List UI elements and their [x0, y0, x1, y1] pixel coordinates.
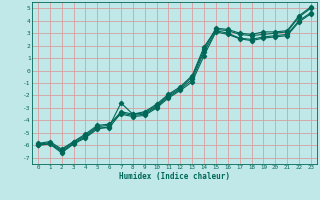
X-axis label: Humidex (Indice chaleur): Humidex (Indice chaleur) [119, 172, 230, 181]
